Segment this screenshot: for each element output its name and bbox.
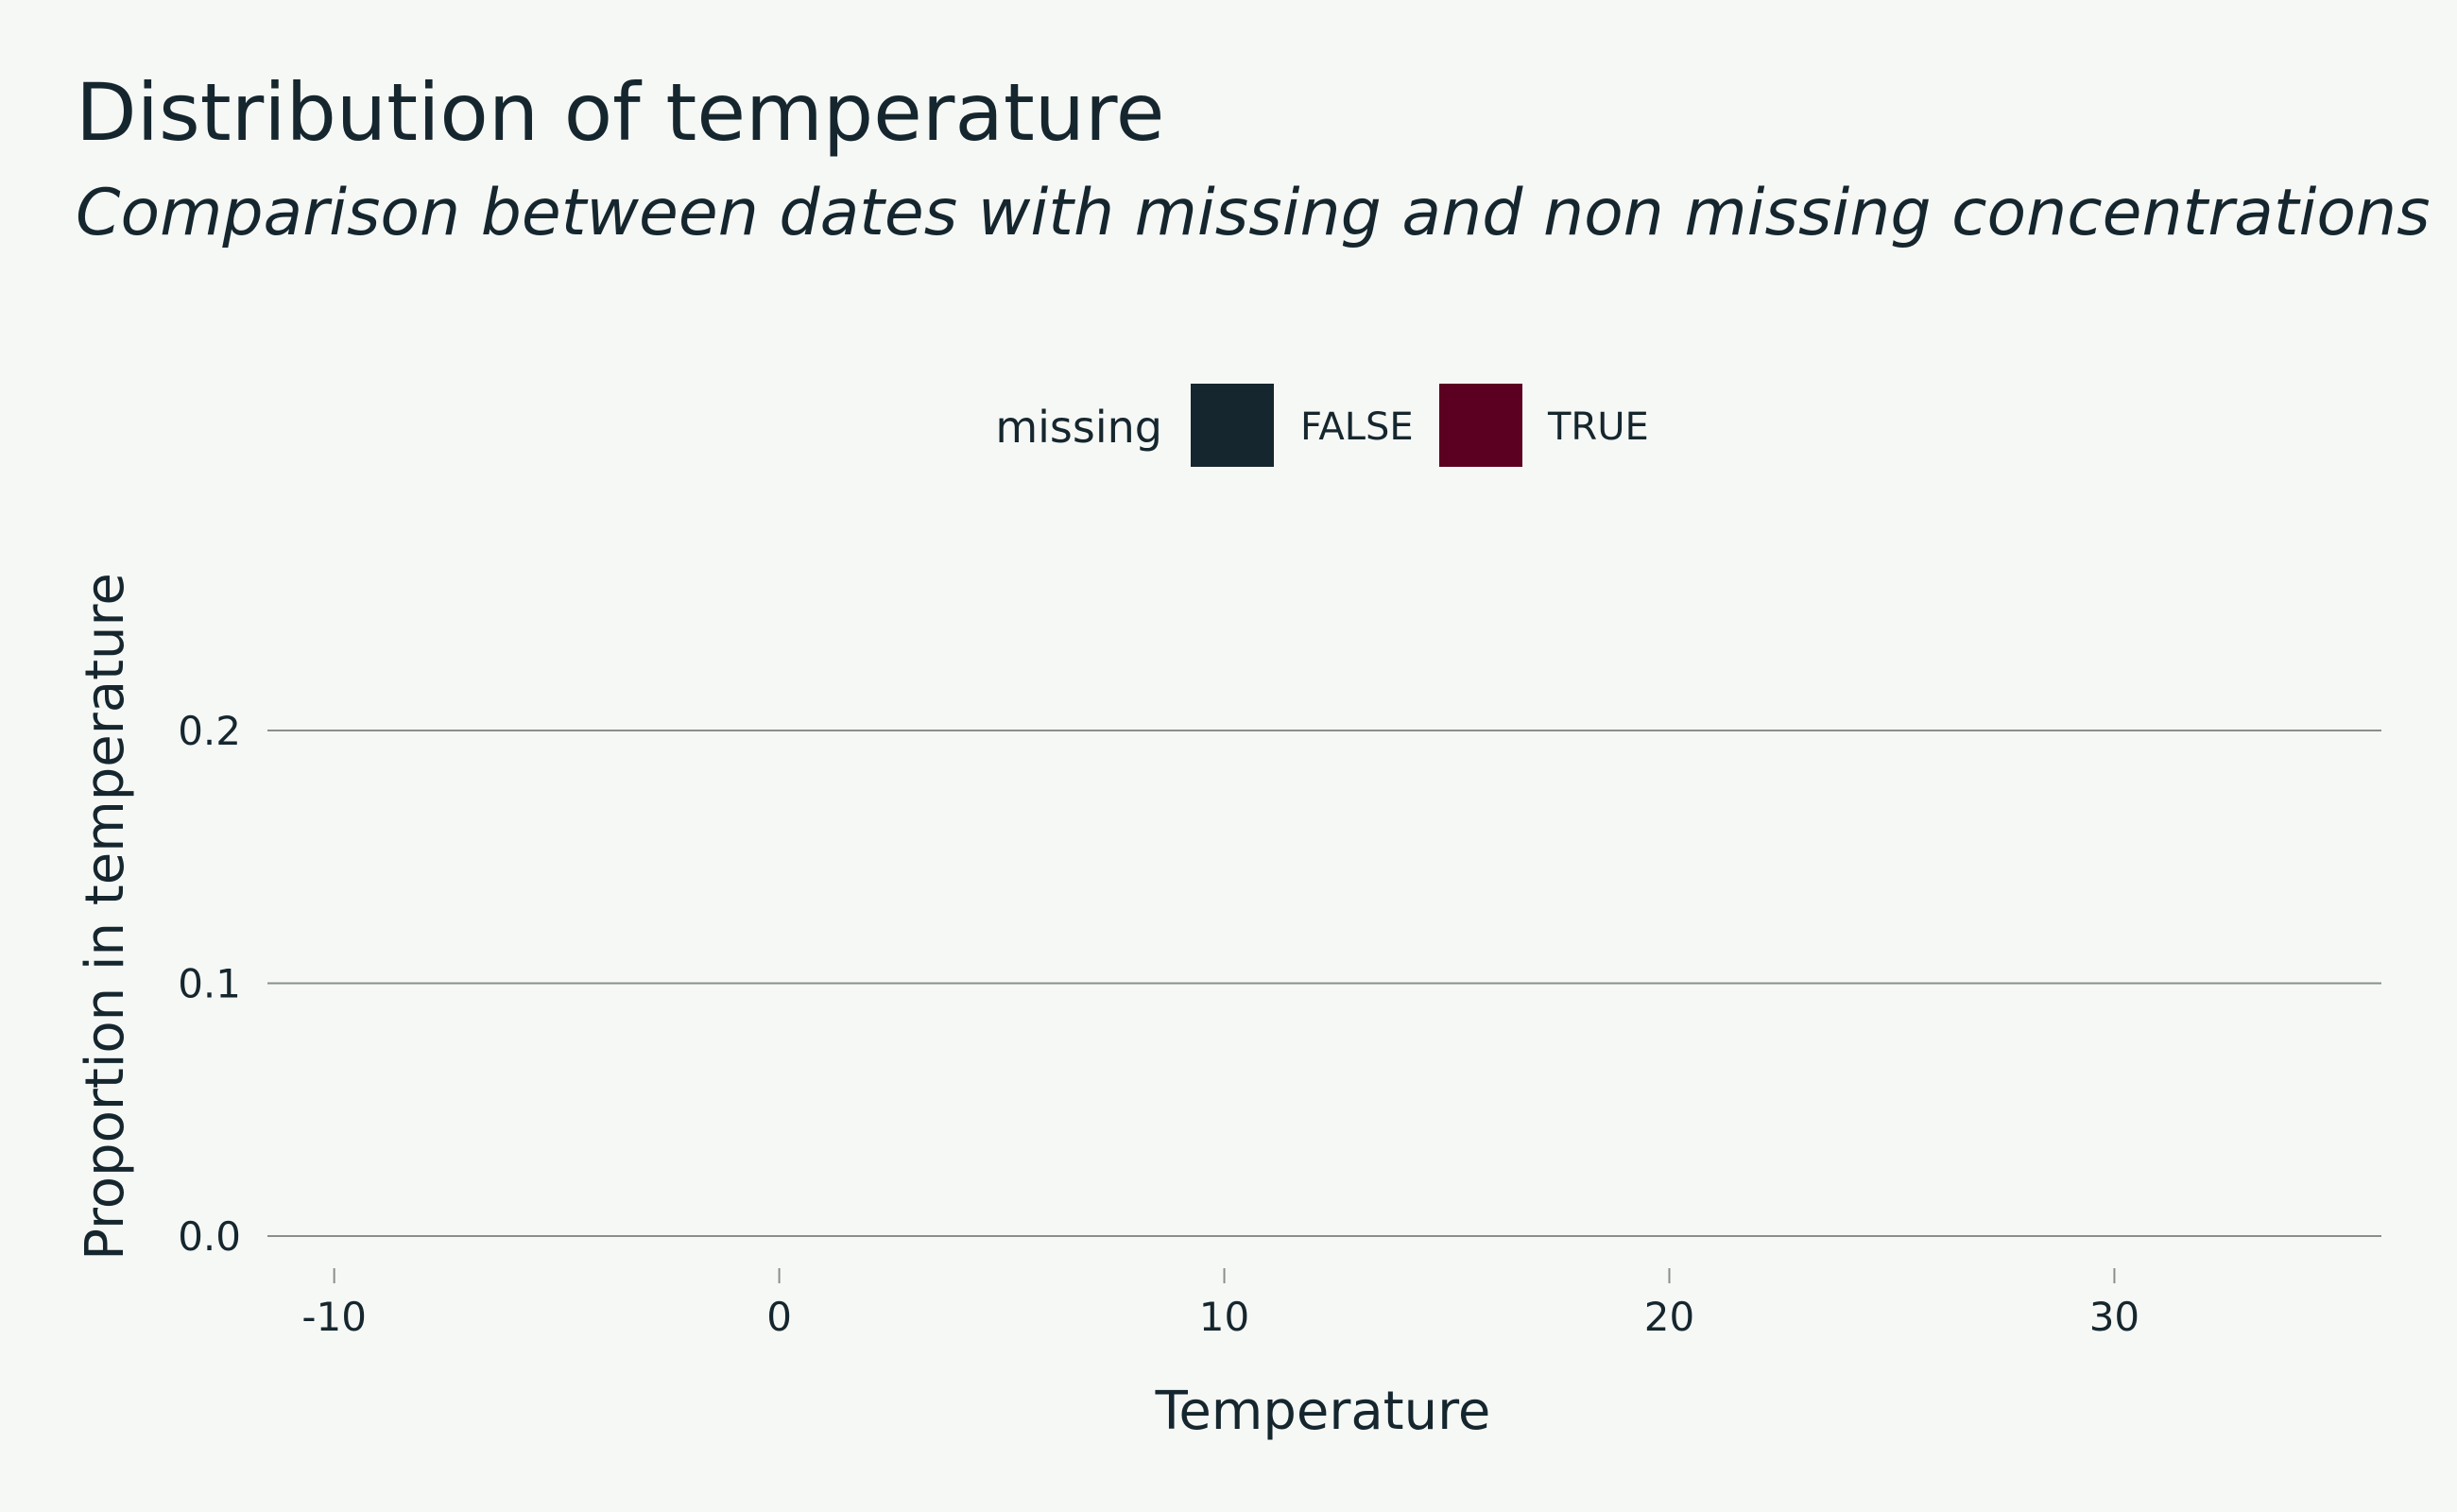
gridlines [267, 730, 2381, 1237]
chart-subtitle: Comparison between dates with missing an… [76, 176, 2431, 250]
x-tick-label: 20 [1644, 1294, 1694, 1340]
legend-swatch-false [1191, 384, 1274, 467]
legend: missing FALSE TRUE [995, 384, 1649, 467]
x-tick-label: 10 [1199, 1294, 1249, 1340]
y-axis-ticks: 0.0 0.1 0.2 [178, 708, 241, 1260]
legend-label-true: TRUE [1547, 405, 1649, 449]
chart-title: Distribution of temperature [76, 66, 1164, 159]
x-tick-label: 0 [766, 1294, 792, 1340]
y-tick-label: 0.2 [178, 708, 241, 754]
y-axis-title: Proportion in temperature [75, 573, 136, 1261]
x-tick-label: 30 [2089, 1294, 2139, 1340]
legend-swatch-true [1439, 384, 1522, 467]
y-tick-label: 0.1 [178, 961, 241, 1007]
x-axis-ticks: -10 0 10 20 30 [301, 1268, 2139, 1340]
legend-title: missing [995, 402, 1162, 453]
y-tick-label: 0.0 [178, 1213, 241, 1260]
x-axis-title: Temperature [1155, 1381, 1491, 1442]
legend-label-false: FALSE [1300, 405, 1414, 449]
x-tick-label: -10 [301, 1294, 367, 1340]
